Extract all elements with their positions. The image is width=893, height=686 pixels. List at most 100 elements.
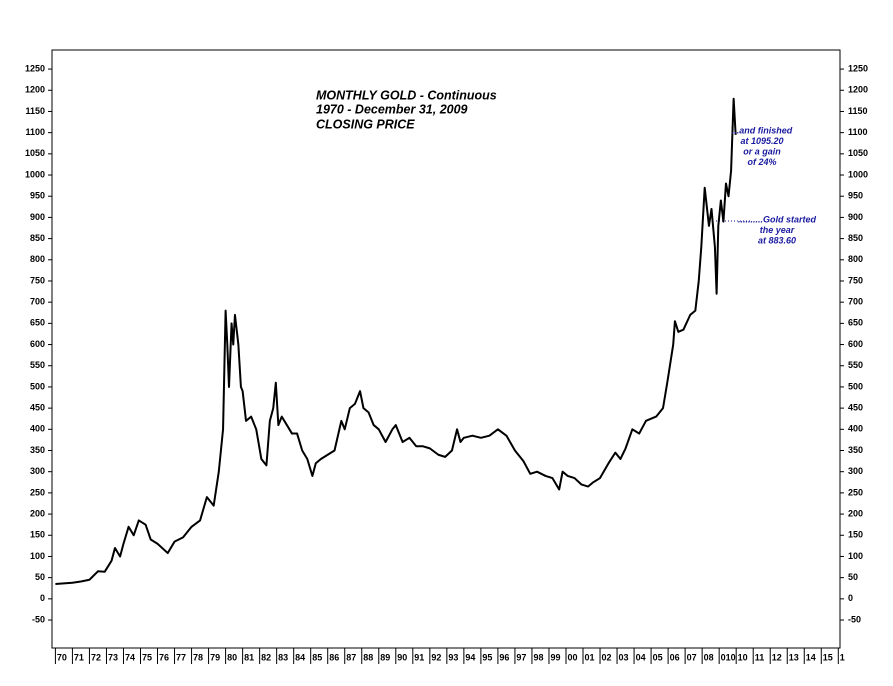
x-tick-label: 010 <box>721 652 736 662</box>
y2-tick-label: 400 <box>848 424 863 434</box>
y2-tick-label: 500 <box>848 381 863 391</box>
annotation: ..........Gold started <box>738 214 817 224</box>
x-tick-label: 89 <box>380 652 390 662</box>
y2-tick-label: 150 <box>848 530 863 540</box>
x-tick-label: 88 <box>363 652 373 662</box>
y-tick-label: 50 <box>35 572 45 582</box>
y2-tick-label: 1250 <box>848 63 868 73</box>
y2-tick-label: 700 <box>848 297 863 307</box>
x-tick-label: 05 <box>653 652 663 662</box>
y-tick-label: 100 <box>30 551 45 561</box>
x-tick-label: 71 <box>74 652 84 662</box>
y2-tick-label: -50 <box>848 614 861 624</box>
y2-tick-label: 0 <box>848 593 853 603</box>
x-tick-label: 77 <box>176 652 186 662</box>
y2-tick-label: 50 <box>848 572 858 582</box>
y2-tick-label: 550 <box>848 360 863 370</box>
x-tick-label: 14 <box>806 652 816 662</box>
x-tick-label: 93 <box>448 652 458 662</box>
x-tick-label: 73 <box>108 652 118 662</box>
annotation: the year <box>760 225 795 235</box>
x-tick-label: 81 <box>244 652 254 662</box>
x-tick-label: 95 <box>482 652 492 662</box>
x-tick-label: 87 <box>346 652 356 662</box>
y-tick-label: 400 <box>30 424 45 434</box>
x-tick-label: 91 <box>414 652 424 662</box>
y-tick-label: 700 <box>30 297 45 307</box>
x-tick-label: 11 <box>755 652 765 662</box>
chart-subtitle: CLOSING PRICE <box>316 117 415 131</box>
y2-tick-label: 1150 <box>848 106 868 116</box>
y-tick-label: 750 <box>30 275 45 285</box>
x-tick-label: 75 <box>142 652 152 662</box>
y2-tick-label: 850 <box>848 233 863 243</box>
x-tick-label: 86 <box>329 652 339 662</box>
x-tick-label: 1 <box>840 652 845 662</box>
y2-tick-label: 1050 <box>848 148 868 158</box>
y2-tick-label: 950 <box>848 191 863 201</box>
chart-title: MONTHLY GOLD - Continuous <box>316 88 497 102</box>
y-tick-label: 300 <box>30 466 45 476</box>
y2-tick-label: 300 <box>848 466 863 476</box>
y-tick-label: 600 <box>30 339 45 349</box>
y2-tick-label: 900 <box>848 212 863 222</box>
x-tick-label: 15 <box>823 652 833 662</box>
annotation: at 1095.20 <box>740 136 783 146</box>
plot-frame <box>51 49 841 649</box>
x-tick-label: 03 <box>619 652 629 662</box>
y-tick-label: 1150 <box>25 106 45 116</box>
y-tick-label: 900 <box>30 212 45 222</box>
x-tick-label: 06 <box>670 652 680 662</box>
x-tick-label: 13 <box>789 652 799 662</box>
x-tick-label: 74 <box>125 652 135 662</box>
chart-subtitle: 1970 - December 31, 2009 <box>316 102 468 116</box>
x-tick-label: 98 <box>533 652 543 662</box>
x-tick-label: 79 <box>210 652 220 662</box>
x-tick-label: 82 <box>261 652 271 662</box>
x-tick-label: 97 <box>516 652 526 662</box>
x-tick-label: 83 <box>278 652 288 662</box>
y-tick-label: 1000 <box>25 169 45 179</box>
y2-tick-label: 250 <box>848 487 863 497</box>
x-tick-label: 10 <box>738 652 748 662</box>
y2-tick-label: 450 <box>848 402 863 412</box>
y-tick-label: 150 <box>30 530 45 540</box>
y2-tick-label: 800 <box>848 254 863 264</box>
x-tick-label: 08 <box>704 652 714 662</box>
y-tick-label: 800 <box>30 254 45 264</box>
x-tick-label: 84 <box>295 652 305 662</box>
y-tick-label: 1050 <box>25 148 45 158</box>
x-tick-label: 12 <box>772 652 782 662</box>
annotation: or a gain <box>743 146 781 156</box>
y-tick-label: 850 <box>30 233 45 243</box>
y-tick-label: 500 <box>30 381 45 391</box>
annotation: of 24% <box>747 157 776 167</box>
x-tick-label: 70 <box>57 652 67 662</box>
x-tick-label: 00 <box>567 652 577 662</box>
x-tick-label: 90 <box>397 652 407 662</box>
y-tick-label: 200 <box>30 508 45 518</box>
y2-tick-label: 1200 <box>848 85 868 95</box>
x-tick-label: 01 <box>585 652 595 662</box>
x-tick-label: 92 <box>431 652 441 662</box>
y-tick-label: 950 <box>30 191 45 201</box>
y-tick-label: 650 <box>30 318 45 328</box>
y-tick-label: 550 <box>30 360 45 370</box>
y2-tick-label: 650 <box>848 318 863 328</box>
x-tick-label: 07 <box>687 652 697 662</box>
y-tick-label: 1100 <box>25 127 45 137</box>
y-tick-label: 0 <box>40 593 45 603</box>
x-tick-label: 85 <box>312 652 322 662</box>
y2-tick-label: 600 <box>848 339 863 349</box>
y-tick-label: 450 <box>30 402 45 412</box>
x-tick-label: 80 <box>227 652 237 662</box>
x-tick-label: 02 <box>602 652 612 662</box>
y2-tick-label: 100 <box>848 551 863 561</box>
x-tick-label: 72 <box>91 652 101 662</box>
y2-tick-label: 1100 <box>848 127 868 137</box>
price-line <box>55 97 737 585</box>
y-tick-label: 1250 <box>25 63 45 73</box>
y-tick-label: 1200 <box>25 85 45 95</box>
y-tick-label: -50 <box>32 614 45 624</box>
